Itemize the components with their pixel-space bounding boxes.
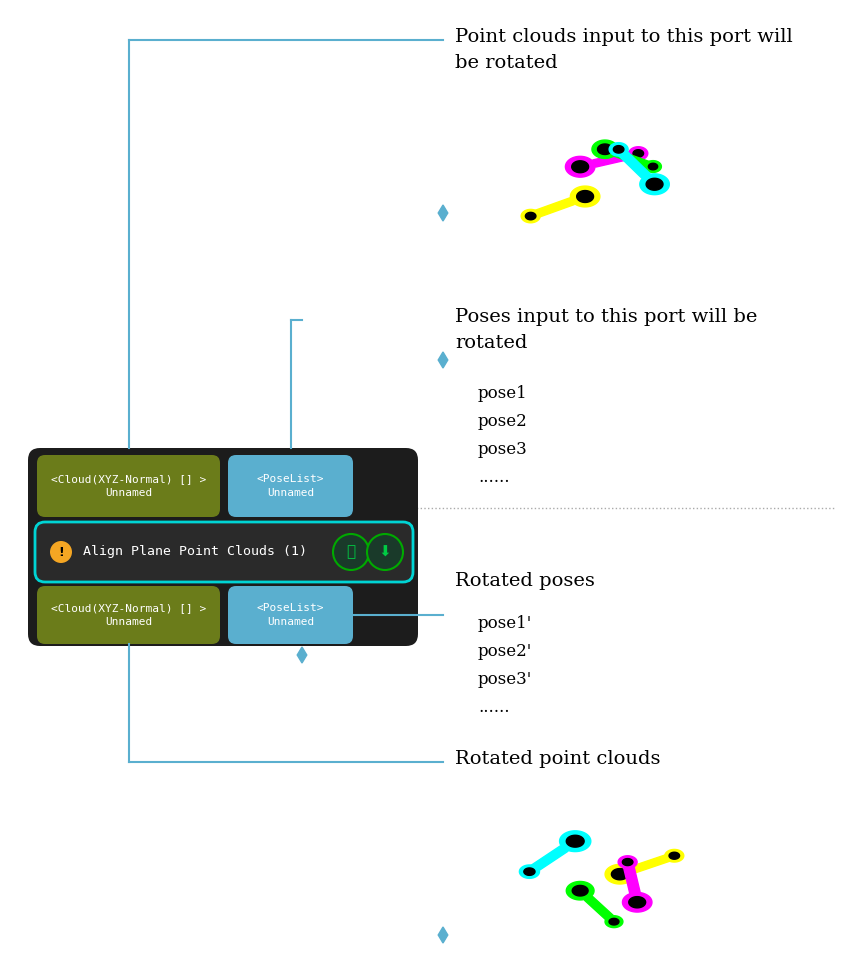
Text: pose2': pose2' <box>478 643 533 660</box>
Polygon shape <box>577 190 593 203</box>
Polygon shape <box>438 927 448 943</box>
Polygon shape <box>521 210 540 222</box>
Text: ⩔: ⩔ <box>346 544 356 560</box>
Polygon shape <box>526 846 568 875</box>
Polygon shape <box>559 831 591 851</box>
Polygon shape <box>629 146 648 160</box>
FancyBboxPatch shape <box>228 455 353 517</box>
FancyBboxPatch shape <box>37 455 220 517</box>
Text: pose1: pose1 <box>478 385 527 402</box>
Polygon shape <box>438 205 448 221</box>
FancyBboxPatch shape <box>228 586 353 644</box>
Polygon shape <box>605 916 623 927</box>
Polygon shape <box>571 186 600 207</box>
Polygon shape <box>623 892 652 912</box>
Polygon shape <box>609 142 628 156</box>
Polygon shape <box>669 852 680 859</box>
Polygon shape <box>566 836 585 847</box>
Polygon shape <box>623 859 633 866</box>
Polygon shape <box>629 897 646 908</box>
Polygon shape <box>528 198 574 219</box>
Text: pose1': pose1' <box>478 615 533 632</box>
Polygon shape <box>613 145 624 153</box>
Polygon shape <box>592 150 640 167</box>
Polygon shape <box>623 862 640 893</box>
Polygon shape <box>630 852 676 873</box>
Polygon shape <box>438 352 448 368</box>
Text: <Cloud(XYZ-Normal) [] >
Unnamed: <Cloud(XYZ-Normal) [] > Unnamed <box>51 475 206 497</box>
Text: Rotated poses: Rotated poses <box>455 572 595 590</box>
Circle shape <box>50 541 72 563</box>
Polygon shape <box>618 856 637 869</box>
Polygon shape <box>572 161 589 173</box>
Polygon shape <box>609 918 619 925</box>
Polygon shape <box>526 213 536 219</box>
Text: Poses input to this port will be
rotated: Poses input to this port will be rotated <box>455 308 758 352</box>
Polygon shape <box>644 161 662 173</box>
Polygon shape <box>524 868 535 876</box>
Polygon shape <box>598 144 612 154</box>
Polygon shape <box>605 865 635 884</box>
Polygon shape <box>633 150 643 157</box>
Polygon shape <box>649 163 657 170</box>
Text: pose3: pose3 <box>478 441 527 458</box>
Text: <Cloud(XYZ-Normal) [] >
Unnamed: <Cloud(XYZ-Normal) [] > Unnamed <box>51 604 206 627</box>
Text: ......: ...... <box>478 469 509 486</box>
FancyBboxPatch shape <box>28 448 418 646</box>
Circle shape <box>333 534 369 570</box>
Polygon shape <box>646 178 663 190</box>
Circle shape <box>367 534 403 570</box>
Text: <PoseList>
Unnamed: <PoseList> Unnamed <box>256 475 324 497</box>
Text: pose3': pose3' <box>478 671 533 688</box>
Polygon shape <box>297 647 307 663</box>
Text: <PoseList>
Unnamed: <PoseList> Unnamed <box>256 604 324 627</box>
Polygon shape <box>572 885 588 896</box>
FancyBboxPatch shape <box>37 586 220 644</box>
Polygon shape <box>640 174 669 195</box>
Text: pose2: pose2 <box>478 413 527 430</box>
Text: Rotated point clouds: Rotated point clouds <box>455 750 661 768</box>
FancyBboxPatch shape <box>35 522 413 582</box>
Polygon shape <box>566 881 594 900</box>
Text: Point clouds input to this port will
be rotated: Point clouds input to this port will be … <box>455 28 792 72</box>
Polygon shape <box>520 865 540 878</box>
Polygon shape <box>611 869 628 879</box>
Polygon shape <box>615 150 656 170</box>
Polygon shape <box>585 896 618 923</box>
Text: ⬇: ⬇ <box>378 544 391 560</box>
Polygon shape <box>614 147 650 178</box>
Polygon shape <box>592 140 618 158</box>
Polygon shape <box>565 156 595 177</box>
Polygon shape <box>665 849 684 862</box>
Text: ......: ...... <box>478 699 509 716</box>
Text: Align Plane Point Clouds (1): Align Plane Point Clouds (1) <box>83 545 307 559</box>
Text: !: ! <box>58 545 64 559</box>
